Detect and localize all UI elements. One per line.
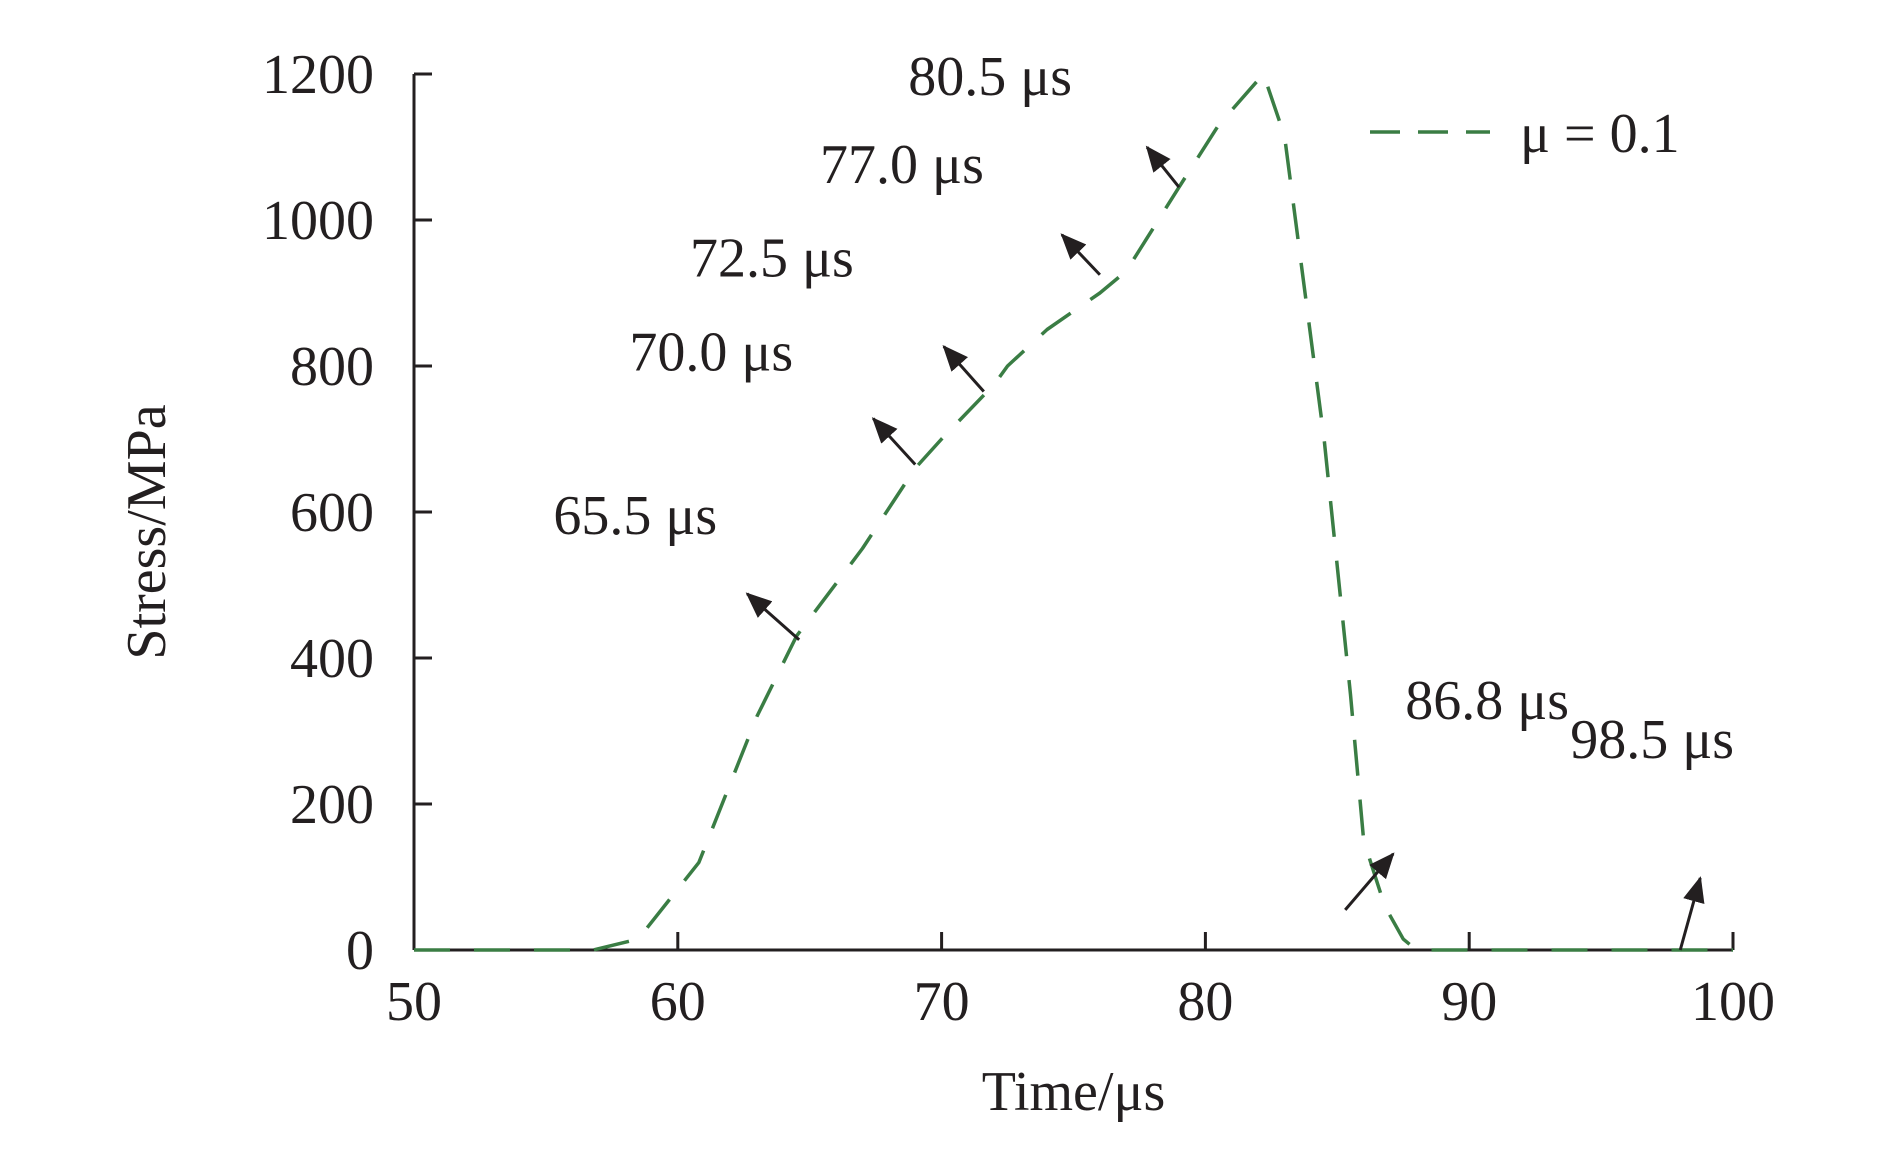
annotation-arrow [1678,876,1705,951]
y-tick-label: 600 [290,482,374,544]
y-tick-label: 1000 [262,190,374,252]
annotation-arrow [1145,145,1181,189]
annotation-label: 98.5 μs [1570,709,1734,771]
annotation-label: 80.5 μs [908,46,1072,108]
annotation-label: 86.8 μs [1405,670,1569,732]
y-axis-title: Stress/MPa [116,404,178,659]
annotation-arrow [1060,233,1101,276]
y-axis-ticks: 0 200 400 600 800 1000 1200 [262,44,432,982]
y-tick-label: 800 [290,336,374,398]
annotation-arrow [1344,852,1395,911]
legend-label: μ = 0.1 [1520,103,1680,165]
series-layer [414,72,1733,952]
y-tick-label: 200 [290,774,374,836]
x-tick-label: 80 [1177,971,1233,1033]
annotation-arrow [745,592,801,641]
x-tick-label: 70 [914,971,970,1033]
y-tick-label: 0 [346,920,374,982]
annotation-arrow [942,345,985,393]
annotation-arrow [871,417,917,466]
series-line [414,72,1733,952]
annotation-label: 72.5 μs [690,228,854,290]
x-tick-label: 50 [386,971,442,1033]
x-tick-label: 90 [1441,971,1497,1033]
x-axis-ticks: 50 60 70 80 90 100 [386,932,1775,1033]
x-axis-title: Time/μs [982,1061,1166,1123]
x-tick-label: 100 [1691,971,1775,1033]
annotation-label: 77.0 μs [820,134,984,196]
y-tick-label: 400 [290,628,374,690]
legend: μ = 0.1 [1370,103,1680,165]
annotation-label: 65.5 μs [553,485,717,547]
annotations: 65.5 μs 70.0 μs 72.5 μs 77.0 μs 80.5 μs 86.8 … [553,46,1734,951]
annotation-label: 70.0 μs [629,322,793,384]
y-tick-label: 1200 [262,44,374,106]
x-tick-label: 60 [650,971,706,1033]
